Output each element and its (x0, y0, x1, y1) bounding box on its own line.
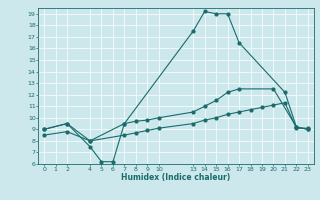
X-axis label: Humidex (Indice chaleur): Humidex (Indice chaleur) (121, 173, 231, 182)
